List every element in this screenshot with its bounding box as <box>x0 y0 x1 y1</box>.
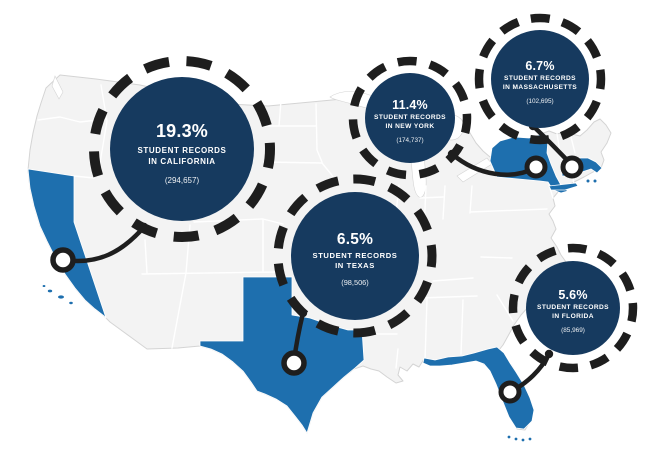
bubble-florida <box>526 261 620 355</box>
state-california <box>27 168 107 319</box>
bubble-texas <box>291 192 419 320</box>
bubble-massachusetts <box>491 30 589 128</box>
dash-ring-florida <box>508 243 638 373</box>
long-island <box>548 182 579 191</box>
dash-ring-texas <box>273 174 437 338</box>
dash-ring-massachusetts <box>474 13 606 145</box>
dash-ring-new-york <box>348 56 472 180</box>
marker-massachusetts <box>560 155 584 179</box>
dash-ring-california <box>89 56 275 242</box>
bubble-new-york <box>365 73 455 163</box>
state-texas <box>199 276 365 434</box>
massachusetts-islands <box>586 179 590 183</box>
state-florida <box>422 346 535 430</box>
marker-florida <box>498 380 522 404</box>
marker-texas <box>281 350 307 376</box>
marker-california <box>50 247 76 273</box>
florida-keys <box>507 435 511 439</box>
marker-new-york <box>524 155 548 179</box>
bubble-california <box>110 77 254 221</box>
channel-islands <box>47 289 53 293</box>
callout-bubbles <box>89 13 638 373</box>
